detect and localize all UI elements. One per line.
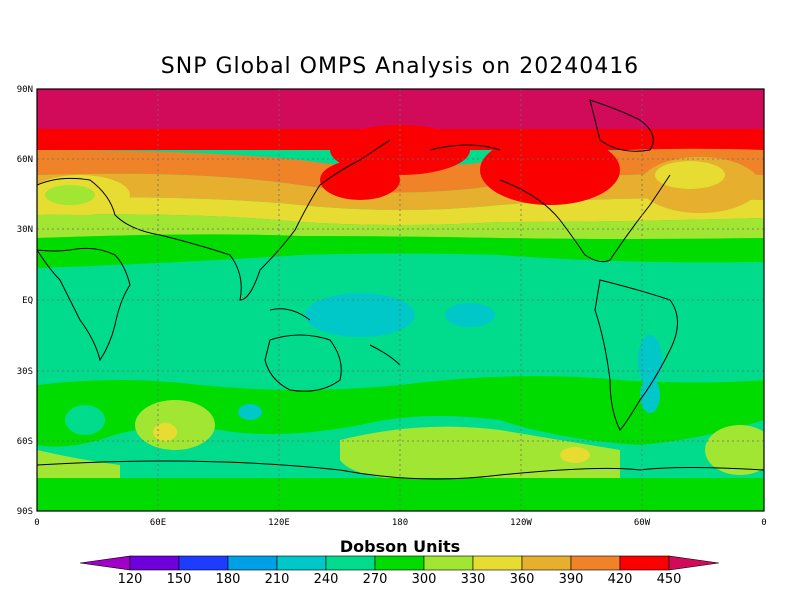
colorbar-swatch bbox=[276, 555, 327, 571]
map-frame bbox=[36, 88, 765, 512]
colorbar-level-label: 120 bbox=[117, 572, 143, 587]
colorbar-title: Dobson Units bbox=[339, 537, 461, 556]
lat-labels: 90N 60N 30N EQ 30S 60S 90S bbox=[17, 85, 33, 517]
lon-label: 0 bbox=[761, 518, 766, 528]
lon-label: 60E bbox=[150, 518, 166, 528]
colorbar-swatch bbox=[521, 555, 572, 571]
lon-label: 120E bbox=[268, 518, 290, 528]
colorbar-swatch bbox=[472, 555, 523, 571]
coastlines bbox=[37, 99, 764, 480]
lat-label: 60N bbox=[17, 155, 33, 165]
lon-label: 120W bbox=[510, 518, 532, 528]
colorbar-swatch bbox=[178, 555, 229, 571]
colorbar-level-label: 150 bbox=[166, 572, 192, 587]
colorbar bbox=[79, 555, 720, 571]
lon-labels: 0 60E 120E 180 120W 60W 0 bbox=[34, 518, 766, 528]
colorbar-level-label: 450 bbox=[656, 572, 682, 587]
lat-label: EQ bbox=[22, 296, 33, 306]
colorbar-swatch bbox=[129, 555, 180, 571]
colorbar-swatch bbox=[423, 555, 474, 571]
lat-label: 30N bbox=[17, 225, 33, 235]
colorbar-level-label: 210 bbox=[264, 572, 290, 587]
colorbar-swatch bbox=[570, 555, 621, 571]
graticule bbox=[37, 89, 764, 511]
colorbar-level-label: 360 bbox=[509, 572, 535, 587]
lat-label: 90S bbox=[17, 507, 33, 517]
map-title: SNP Global OMPS Analysis on 20240416 bbox=[160, 54, 640, 79]
colorbar-min-arrow bbox=[79, 555, 131, 571]
colorbar-swatch bbox=[619, 555, 670, 571]
colorbar-level-label: 420 bbox=[607, 572, 633, 587]
colorbar-swatch bbox=[227, 555, 278, 571]
lon-label: 0 bbox=[34, 518, 39, 528]
colorbar-level-label: 390 bbox=[558, 572, 584, 587]
colorbar-level-label: 180 bbox=[215, 572, 241, 587]
colorbar-level-label: 270 bbox=[362, 572, 388, 587]
colorbar-swatch bbox=[374, 555, 425, 571]
lat-label: 60S bbox=[17, 437, 33, 447]
lon-label: 180 bbox=[392, 518, 408, 528]
lat-label: 90N bbox=[17, 85, 33, 95]
colorbar-level-label: 240 bbox=[313, 572, 339, 587]
colorbar-max-arrow bbox=[668, 555, 720, 571]
colorbar-swatch bbox=[325, 555, 376, 571]
colorbar-level-label: 300 bbox=[411, 572, 437, 587]
lon-label: 60W bbox=[634, 518, 651, 528]
colorbar-level-label: 330 bbox=[460, 572, 486, 587]
lat-label: 30S bbox=[17, 367, 33, 377]
